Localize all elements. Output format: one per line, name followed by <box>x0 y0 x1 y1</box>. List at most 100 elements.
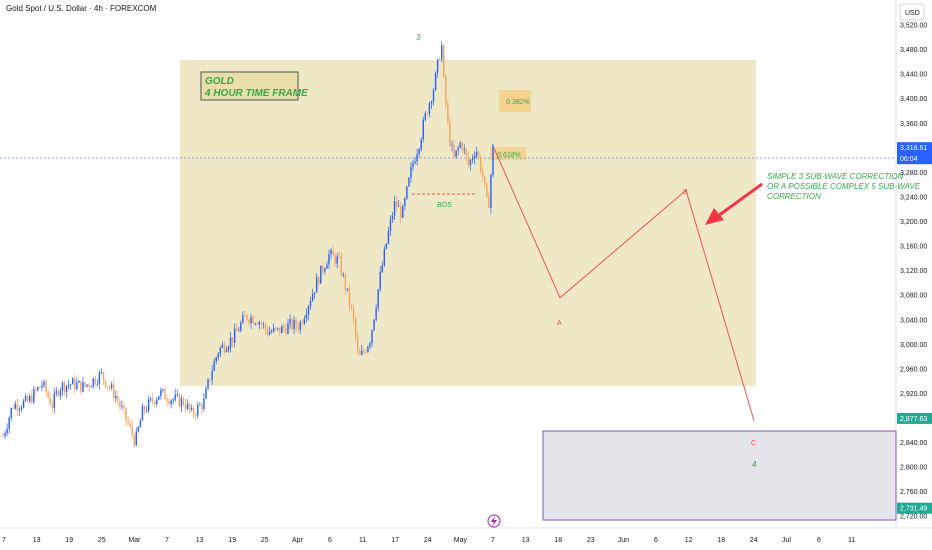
candle-body <box>55 391 58 394</box>
candle-body <box>416 154 418 162</box>
time-tick-label: 7 <box>2 537 6 544</box>
price-tick-label: 3,160.00 <box>900 244 927 251</box>
candle-body <box>371 330 373 344</box>
note-line2: OR A POSSIBLE COMPLEX 5 SUB-WAVE <box>767 182 921 191</box>
candle-body <box>272 327 275 332</box>
price-tick-label: 3,520.00 <box>900 23 927 30</box>
candle-body <box>197 404 199 416</box>
candle-body <box>303 318 306 324</box>
currency-button[interactable] <box>899 3 925 21</box>
candle-body <box>334 255 336 264</box>
bos-label: BOS <box>437 202 452 209</box>
candle-body <box>76 382 78 390</box>
candle-body <box>233 328 236 343</box>
time-tick-label: 11 <box>848 537 855 544</box>
candle-body <box>313 292 316 294</box>
candle-body <box>397 205 400 207</box>
time-tick-label: 18 <box>554 537 562 544</box>
title-line1: GOLD <box>205 76 234 87</box>
candle-body <box>51 404 53 408</box>
candle-body <box>102 372 105 381</box>
candle-body <box>98 372 101 384</box>
candle-body <box>297 326 299 330</box>
price-axis[interactable]: 3,520.00 3,480.00 3,440.00 3,400.00 3,360.00… <box>900 23 927 521</box>
candle-body <box>47 392 49 398</box>
candle-body <box>96 383 99 385</box>
price-tick-label: 3,080.00 <box>900 293 927 300</box>
candle-body <box>121 406 123 407</box>
time-tick-label: 19 <box>65 537 73 544</box>
candle-body <box>283 326 285 329</box>
candle-body <box>65 385 68 393</box>
candle-body <box>192 408 195 415</box>
time-tick-label: 13 <box>522 537 530 544</box>
candle-body <box>289 319 291 324</box>
candle-body <box>320 265 322 284</box>
candle-body <box>133 434 135 446</box>
candle-body <box>184 404 187 409</box>
candle-body <box>330 250 332 255</box>
candle-body <box>104 380 107 387</box>
candle-body <box>340 256 342 276</box>
lightning-icon[interactable] <box>487 514 501 528</box>
candle-body <box>274 327 277 329</box>
candle-body <box>457 147 459 151</box>
candle-body <box>492 144 494 176</box>
candle-body <box>469 159 472 166</box>
candle-body <box>106 386 109 388</box>
candle-body <box>49 397 51 405</box>
candle-body <box>279 327 281 334</box>
candle-body <box>365 352 367 353</box>
candle-body <box>354 318 357 338</box>
chart-title: Gold Spot / U.S. Dollar · 4h · FOREXCOM <box>6 4 157 13</box>
candle-body <box>266 329 269 335</box>
candle-body <box>465 148 468 156</box>
candle-body <box>203 398 205 410</box>
candle-body <box>293 319 295 330</box>
candle-body <box>115 396 117 399</box>
candle-body <box>137 427 140 432</box>
candle-body <box>147 399 150 411</box>
candle-body <box>215 357 217 362</box>
time-tick-label: 6 <box>328 537 332 544</box>
candle-body <box>377 289 379 308</box>
candle-body <box>24 395 27 401</box>
candle-body <box>277 327 279 329</box>
candle-body <box>20 407 23 409</box>
candle-body <box>250 317 252 324</box>
time-tick-label: 24 <box>424 537 432 544</box>
price-label-bg <box>897 502 932 514</box>
price-tick-label: 3,400.00 <box>900 96 927 103</box>
candle-body <box>110 384 113 388</box>
candle-body <box>219 347 222 354</box>
candle-body <box>346 288 349 290</box>
time-axis[interactable]: 7 13 19 25 Mar 7 13 19 25 Apr 6 11 17 24 May 7 13 18 23 Jun… <box>2 537 855 544</box>
price-label-countdown: 06:04 <box>900 156 918 163</box>
candle-body <box>479 157 482 173</box>
candle-body <box>10 408 12 418</box>
candle-body <box>488 196 490 208</box>
candle-body <box>430 101 433 104</box>
candle-body <box>356 337 359 352</box>
candle-body <box>490 175 492 208</box>
candle-body <box>375 307 377 320</box>
candle-body <box>143 406 146 411</box>
price-tick-label: 3,280.00 <box>900 170 927 177</box>
candle-body <box>108 386 111 388</box>
candle-body <box>482 172 484 177</box>
candle-body <box>359 351 361 355</box>
price-tick-label: 3,120.00 <box>900 268 927 275</box>
price-label: 2,877.63 <box>900 416 927 423</box>
candle-body <box>348 288 351 306</box>
candle-body <box>18 408 21 411</box>
callout-arrow <box>705 182 763 225</box>
candle-body <box>256 323 258 325</box>
candle-body <box>361 350 363 355</box>
candle-body <box>445 76 447 105</box>
fib-382-box <box>499 90 531 112</box>
candle-body <box>94 378 96 384</box>
candle-body <box>31 395 33 403</box>
candle-body <box>309 301 312 307</box>
candle-body <box>342 274 345 276</box>
